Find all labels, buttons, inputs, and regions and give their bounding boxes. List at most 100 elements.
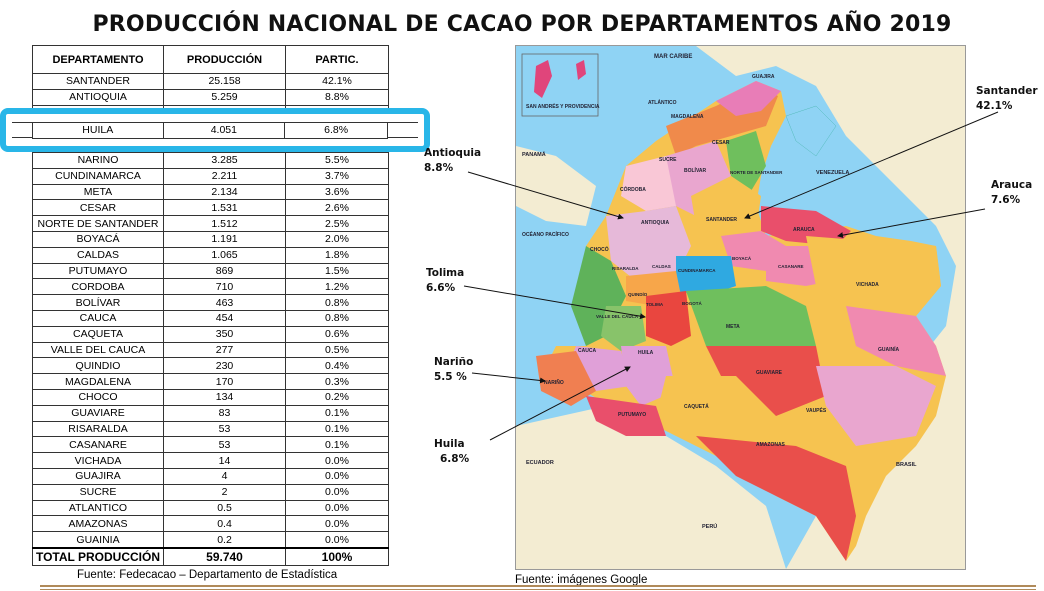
bottom-rule	[40, 585, 1036, 587]
huila-production: 4.051	[162, 123, 285, 138]
map-label-bogota: BOGOTÁ	[682, 300, 702, 306]
cell-departamento: RISARALDA	[32, 420, 164, 438]
map-label-choco: CHOCÓ	[590, 245, 609, 253]
source-right: Fuente: imágenes Google	[515, 574, 648, 586]
region-guainia	[846, 306, 946, 376]
cell-produccion: 5.259	[163, 88, 286, 106]
table-row: CUNDINAMARCA 2.211 3.7%	[32, 167, 389, 185]
cell-partic: 0.1%	[285, 436, 389, 454]
cell-partic: 42.1%	[285, 73, 389, 90]
total-production: 59.740	[163, 546, 286, 566]
cell-produccion: 2	[163, 483, 286, 501]
cell-departamento: ATLANTICO	[32, 499, 164, 517]
map-label-cauca: CAUCA	[578, 348, 596, 354]
table-row: CAQUETA 350 0.6%	[32, 325, 389, 343]
table-row: CALDAS 1.065 1.8%	[32, 246, 389, 264]
callout-antioquia-pct: 8.8%	[424, 162, 454, 174]
cell-produccion: 350	[163, 325, 286, 343]
map-label-cordoba: CÓRDOBA	[620, 185, 646, 193]
region-cundinamarca	[676, 256, 736, 296]
cell-partic: 0.6%	[285, 325, 389, 343]
cell-produccion: 463	[163, 294, 286, 311]
cell-departamento: GUAJIRA	[32, 467, 164, 485]
cell-departamento: MAGDALENA	[32, 373, 164, 390]
cell-partic: 0.2%	[285, 388, 389, 406]
map-label-narino: NARIÑO	[544, 379, 564, 386]
total-label: TOTAL PRODUCCIÓN	[32, 546, 164, 566]
cell-departamento: BOYACÁ	[32, 230, 164, 248]
cell-partic: 0.1%	[285, 420, 389, 438]
map-label-vichada: VICHADA	[856, 282, 879, 288]
map-label-guainia: GUAINÍA	[878, 345, 900, 353]
table-row: CORDOBA 710 1.2%	[32, 278, 389, 296]
huila-name: HUILA	[32, 123, 163, 138]
table-row: MAGDALENA 170 0.3%	[32, 373, 389, 390]
table-row: ANTIOQUIA 5.259 8.8%	[32, 88, 389, 106]
cell-departamento: CALDAS	[32, 246, 164, 264]
map-label-amazonas: AMAZONAS	[756, 442, 786, 448]
callout-santander-name: Santander	[976, 85, 1038, 97]
cell-departamento: AMAZONAS	[32, 515, 164, 533]
table-row: QUINDIO 230 0.4%	[32, 357, 389, 375]
providencia-island	[576, 60, 586, 80]
map-label-mar-caribe: MAR CARIBE	[654, 54, 692, 60]
table-rule	[388, 122, 418, 123]
map-label-arauca: ARAUCA	[793, 227, 815, 233]
colombia-map: MAR CARIBE SAN ANDRÉS Y PROVIDENCIA GUAJ…	[515, 45, 966, 570]
table-row: ATLANTICO 0.5 0.0%	[32, 499, 389, 517]
cell-produccion: 0.4	[163, 515, 286, 533]
callout-santander: Santander 42.1%	[976, 84, 1038, 114]
table-row: VALLE DEL CAUCA 277 0.5%	[32, 341, 389, 359]
cell-departamento: ANTIOQUIA	[32, 88, 164, 106]
callout-arauca: Arauca 7.6%	[991, 178, 1032, 208]
cell-produccion: 134	[163, 388, 286, 406]
cell-partic: 0.0%	[285, 452, 389, 469]
map-label-boyaca: BOYACÁ	[732, 255, 752, 261]
table-row: CESAR 1.531 2.6%	[32, 199, 389, 217]
table-row: SANTANDER 25.158 42.1%	[32, 73, 389, 90]
cell-produccion: 53	[163, 436, 286, 454]
callout-narino-name: Nariño	[434, 356, 474, 368]
cell-departamento: PUTUMAYO	[32, 262, 164, 280]
highlight-box	[0, 108, 430, 152]
cell-partic: 0.0%	[285, 531, 389, 549]
cell-departamento: GUAVIARE	[32, 404, 164, 422]
map-label-quindio: QUINDÍO	[628, 290, 648, 297]
cell-produccion: 2.211	[163, 167, 286, 185]
inset-frame	[521, 53, 599, 117]
bottom-rule	[40, 589, 1036, 590]
cell-departamento: BOLÍVAR	[32, 294, 164, 311]
map-label-venezuela: VENEZUELA	[816, 170, 849, 176]
cell-departamento: CORDOBA	[32, 278, 164, 296]
cell-partic: 0.0%	[285, 499, 389, 517]
table-rule	[12, 122, 32, 123]
callout-huila-name: Huila	[434, 438, 465, 450]
map-label-vaupes: VAUPÉS	[806, 406, 827, 414]
cell-produccion: 83	[163, 404, 286, 422]
table-row: GUAJIRA 4 0.0%	[32, 467, 389, 485]
region-caqueta	[656, 376, 776, 446]
cell-departamento: QUINDIO	[32, 357, 164, 375]
cell-partic: 0.4%	[285, 357, 389, 375]
cell-produccion: 4	[163, 467, 286, 485]
cell-partic: 2.0%	[285, 230, 389, 248]
callout-santander-pct: 42.1%	[976, 100, 1013, 112]
cell-departamento: VALLE DEL CAUCA	[32, 341, 164, 359]
map-label-peru: PERÚ	[702, 523, 717, 530]
map-label-brasil: BRASIL	[896, 462, 917, 468]
map-label-huila: HUILA	[638, 350, 654, 356]
map-label-casanare: CASANARE	[778, 264, 804, 269]
cell-partic: 0.8%	[285, 309, 389, 327]
region-amazonas	[696, 436, 856, 561]
cell-partic: 3.6%	[285, 183, 389, 201]
region-vichada	[806, 236, 941, 316]
cell-partic: 0.0%	[285, 483, 389, 501]
region-santander	[691, 176, 761, 236]
map-label-oceano: OCÉANO PACÍFICO	[522, 230, 569, 238]
table-row: BOLÍVAR 463 0.8%	[32, 294, 389, 311]
table-row: BOYACÁ 1.191 2.0%	[32, 230, 389, 248]
total-row: TOTAL PRODUCCIÓN 59.740 100%	[32, 546, 389, 566]
cell-produccion: 1.512	[163, 215, 286, 232]
table-row: NORTE DE SANTANDER 1.512 2.5%	[32, 215, 389, 232]
table-row: META 2.134 3.6%	[32, 183, 389, 201]
